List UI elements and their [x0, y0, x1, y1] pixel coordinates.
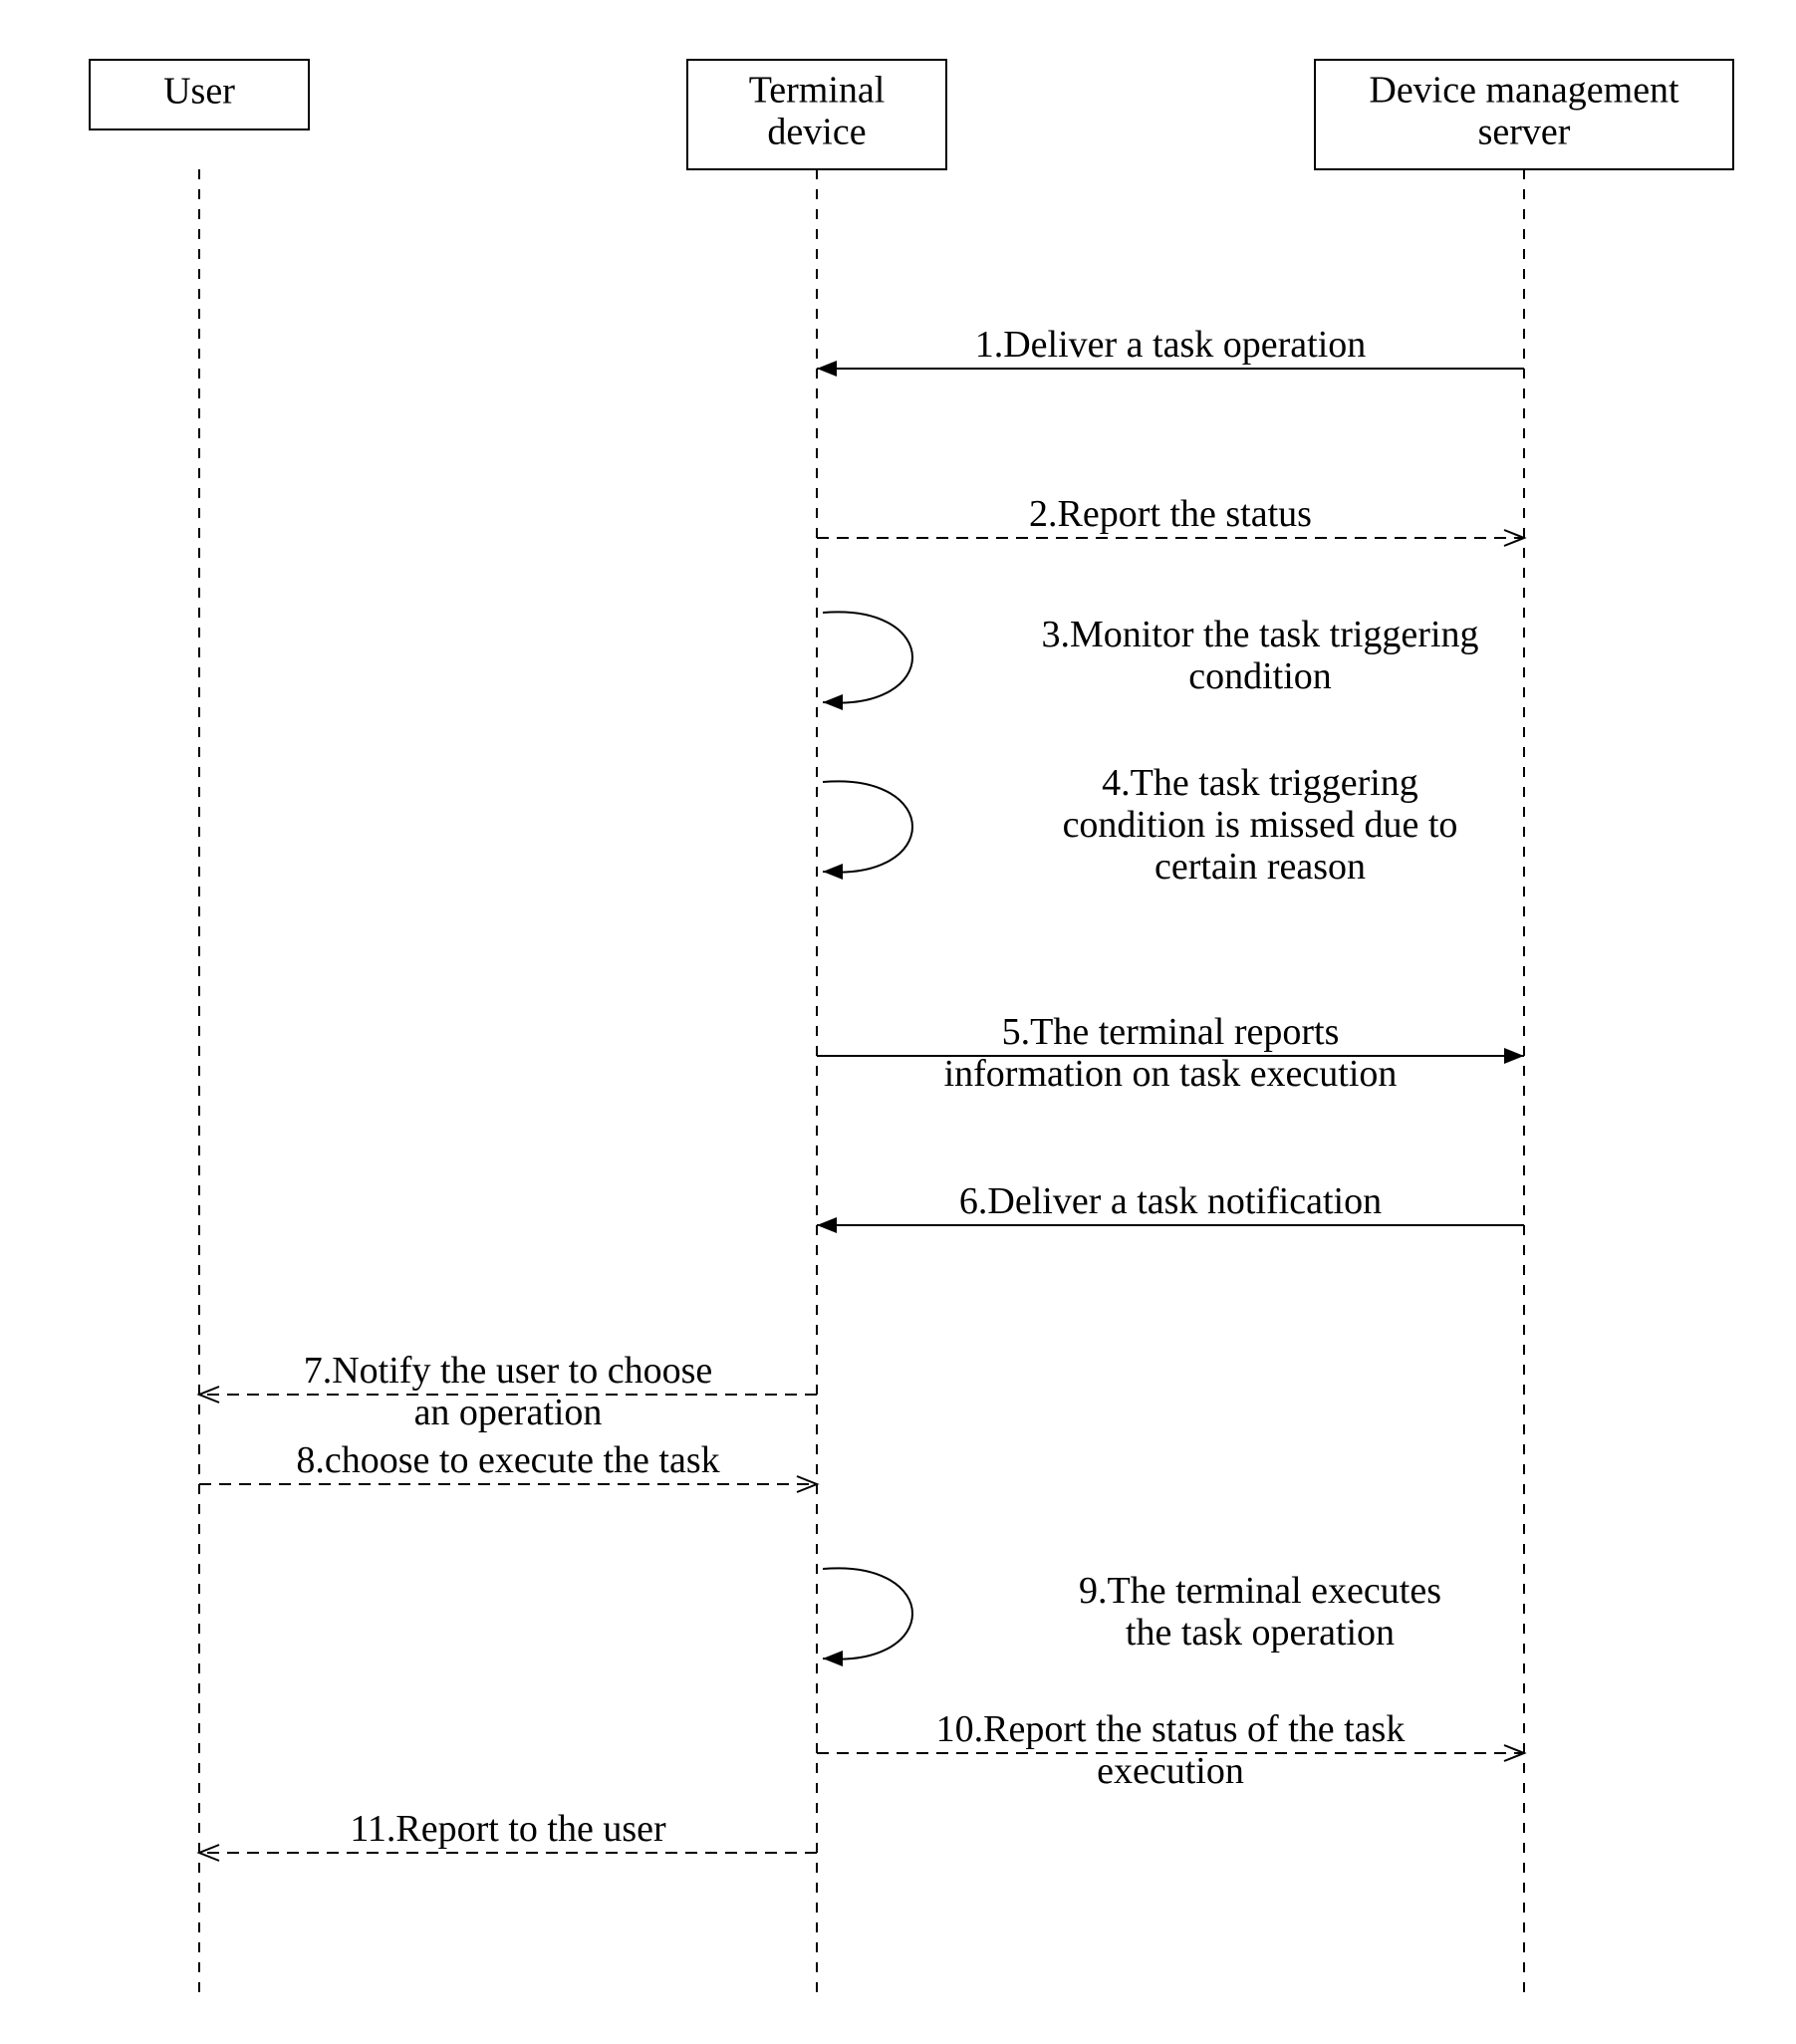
message-label-m2: 2.Report the status	[1029, 493, 1312, 535]
actor-label-terminal: device	[767, 112, 866, 153]
message-label-m10: 10.Report the status of the task	[936, 1708, 1406, 1750]
message-label-m9: 9.The terminal executes	[1079, 1570, 1441, 1612]
message-label-m7: an operation	[414, 1392, 603, 1433]
sequence-diagram: User Terminaldevice Device managementserve…	[0, 0, 1796, 2044]
message-label-m3: condition	[1188, 655, 1332, 697]
message-m2: 2.Report the status	[817, 493, 1524, 538]
message-label-m7: 7.Notify the user to choose	[304, 1350, 713, 1392]
message-label-m10: execution	[1097, 1750, 1244, 1792]
message-label-m4: 4.The task triggering	[1102, 762, 1418, 804]
message-label-m9: the task operation	[1126, 1612, 1395, 1654]
message-m9: 9.The terminal executesthe task operatio…	[823, 1568, 1441, 1659]
message-m4: 4.The task triggeringcondition is missed…	[823, 762, 1457, 888]
message-label-m1: 1.Deliver a task operation	[975, 324, 1367, 366]
message-m1: 1.Deliver a task operation	[817, 324, 1524, 369]
message-m8: 8.choose to execute the task	[199, 1439, 817, 1484]
actor-label-server: Device management	[1369, 70, 1679, 112]
message-label-m8: 8.choose to execute the task	[296, 1439, 719, 1481]
message-m11: 11.Report to the user	[199, 1808, 817, 1853]
actor-label-terminal: Terminal	[749, 70, 886, 112]
actor-label-server: server	[1478, 112, 1571, 153]
message-m3: 3.Monitor the task triggeringcondition	[823, 612, 1479, 702]
message-label-m11: 11.Report to the user	[350, 1808, 666, 1850]
actor-label-user: User	[163, 71, 235, 113]
message-label-m4: condition is missed due to	[1063, 804, 1458, 846]
message-label-m4: certain reason	[1155, 846, 1366, 888]
message-label-m6: 6.Deliver a task notification	[959, 1180, 1382, 1222]
message-label-m3: 3.Monitor the task triggering	[1041, 614, 1478, 655]
message-label-m5: 5.The terminal reports	[1002, 1011, 1340, 1053]
message-label-m5: information on task execution	[944, 1053, 1398, 1095]
message-m5: 5.The terminal reportsinformation on tas…	[817, 1011, 1524, 1095]
message-m7: 7.Notify the user to choosean operation	[199, 1350, 817, 1433]
message-m6: 6.Deliver a task notification	[817, 1180, 1524, 1225]
message-m10: 10.Report the status of the taskexecutio…	[817, 1708, 1524, 1792]
